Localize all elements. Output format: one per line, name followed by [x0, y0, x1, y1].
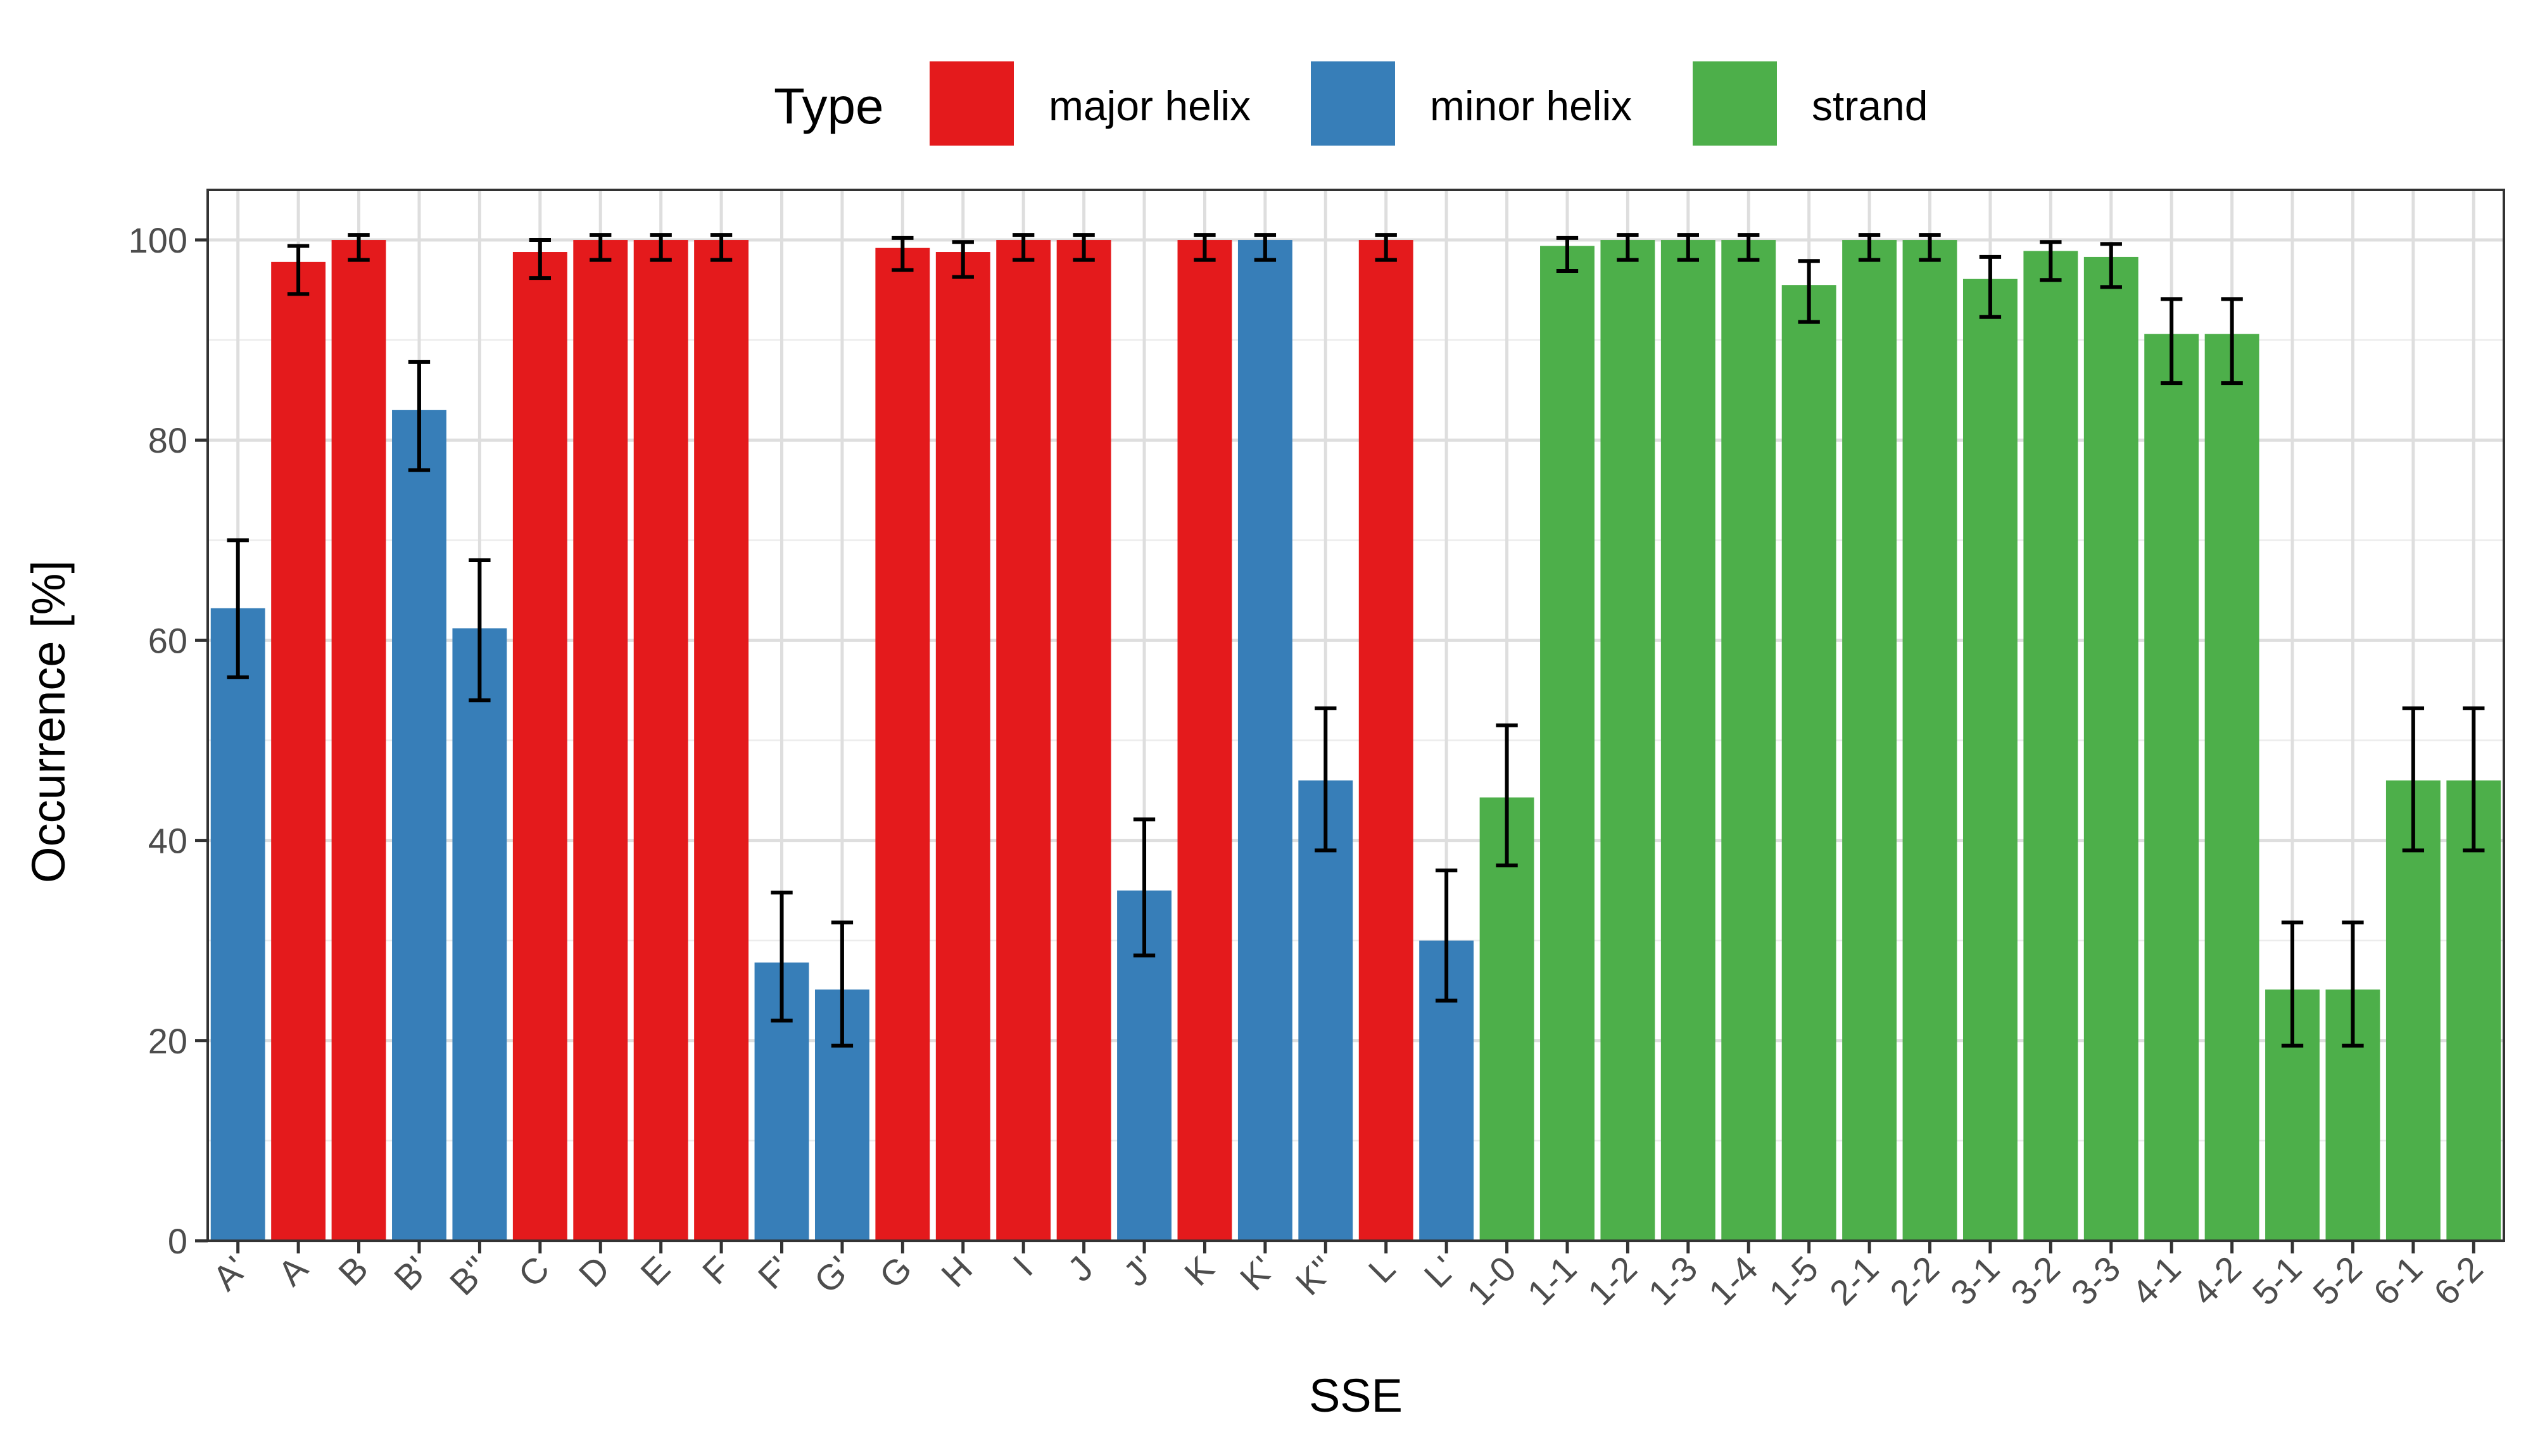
bar-g	[875, 248, 930, 1241]
error-bar-g	[892, 235, 914, 272]
error-bar-b	[348, 233, 370, 262]
legend-swatch	[930, 61, 1014, 146]
bar-3-1	[1962, 279, 2018, 1241]
legend-entry-strand: strand	[1693, 61, 1928, 146]
error-bar-3-1	[1979, 254, 2002, 319]
error-bar-1-0	[1496, 723, 1518, 868]
error-bar-f	[710, 233, 733, 262]
error-bar-i	[1013, 233, 1035, 262]
bar-k-prime	[1237, 240, 1292, 1241]
bar-1-5	[1781, 285, 1836, 1241]
bar-4-1	[2144, 334, 2199, 1241]
bar-l	[1358, 240, 1413, 1241]
bar-k	[1177, 240, 1232, 1241]
bar-3-2	[2023, 251, 2078, 1241]
bar-1-3	[1660, 240, 1715, 1241]
x-axis-title: SSE	[1309, 1369, 1403, 1422]
bar-4-2	[2204, 334, 2259, 1241]
y-axis: 0 20 40 60 80 100	[129, 220, 208, 1261]
error-bar-5-1	[2281, 920, 2304, 1048]
bar-c	[512, 252, 567, 1241]
error-bar-k	[1194, 233, 1216, 262]
legend-label: minor helix	[1430, 82, 1632, 129]
y-tick-label: 40	[148, 821, 187, 861]
error-bar-b-prime-prime	[469, 558, 491, 703]
legend-entries: major helix minor helix strand	[930, 61, 1928, 146]
bar-d	[573, 240, 628, 1241]
error-bar-4-1	[2161, 297, 2183, 386]
bar-b-prime-prime	[452, 628, 507, 1241]
bar-1-1	[1540, 246, 1595, 1241]
bar-1-2	[1600, 240, 1655, 1241]
bar-e	[633, 240, 688, 1241]
error-bar-5-2	[2342, 920, 2364, 1048]
error-bar-k-prime	[1254, 233, 1277, 262]
bar-b	[331, 240, 386, 1241]
error-bar-a-prime	[227, 538, 249, 679]
bar-1-4	[1721, 240, 1776, 1241]
legend-label: major helix	[1049, 82, 1251, 129]
error-bar-c	[529, 238, 551, 280]
panel-border	[206, 189, 2505, 1242]
y-tick-label: 0	[168, 1221, 187, 1261]
error-bar-1-1	[1556, 235, 1579, 273]
bar-a	[271, 261, 326, 1241]
error-bar-l	[1375, 233, 1397, 262]
legend-swatch	[1311, 61, 1395, 146]
error-bar-1-5	[1798, 259, 1820, 324]
legend-label: strand	[1812, 82, 1928, 129]
bar-j	[1056, 240, 1111, 1241]
error-bar-a	[287, 244, 310, 296]
error-bar-3-2	[2040, 240, 2062, 282]
y-tick-label: 100	[129, 220, 187, 260]
legend-swatch	[1693, 61, 1777, 146]
error-bar-1-4	[1738, 233, 1760, 262]
legend-entry-major-helix: major helix	[930, 61, 1251, 146]
bar-1-0	[1479, 797, 1534, 1241]
y-tick-label: 20	[148, 1021, 187, 1061]
legend-title: Type	[774, 78, 883, 134]
error-bar-1-2	[1617, 233, 1639, 262]
error-bar-d	[590, 233, 612, 262]
error-bar-k-prime-prime	[1315, 706, 1337, 853]
legend-entry-minor-helix: minor helix	[1311, 61, 1632, 146]
bar-2-1	[1842, 240, 1897, 1241]
error-bar-g-prime	[831, 920, 854, 1048]
error-bar-6-1	[2402, 706, 2425, 853]
bar-a-prime	[210, 608, 265, 1241]
bar-k-prime-prime	[1298, 780, 1353, 1241]
error-bar-j	[1073, 233, 1095, 262]
error-bar-h	[952, 240, 974, 279]
bar-b-prime	[392, 410, 446, 1241]
bar-2-2	[1902, 240, 1957, 1241]
error-bar-2-1	[1858, 233, 1881, 262]
error-bar-3-3	[2100, 242, 2122, 289]
error-bar-1-3	[1677, 233, 1699, 262]
error-bar-b-prime	[408, 360, 431, 472]
error-bar-6-2	[2463, 706, 2485, 853]
y-axis-title: Occurrence [%]	[22, 560, 75, 883]
bar-6-1	[2385, 780, 2441, 1241]
error-bar-l-prime	[1435, 869, 1458, 1003]
error-bars	[227, 233, 2485, 1048]
error-bar-4-2	[2221, 297, 2243, 386]
error-bar-f-prime	[771, 890, 793, 1023]
bar-h	[935, 252, 990, 1241]
plot-area	[206, 189, 2505, 1243]
y-tick-label: 80	[148, 420, 187, 460]
error-bar-2-2	[1919, 233, 1941, 262]
bar-i	[996, 240, 1051, 1241]
error-bar-e	[650, 233, 672, 262]
y-tick-label: 60	[148, 620, 187, 660]
bar-3-3	[2083, 256, 2138, 1241]
bar-f	[694, 240, 749, 1241]
legend: Type major helix minor helix strand	[774, 61, 1928, 146]
error-bar-j-prime	[1133, 817, 1156, 958]
bar-6-2	[2446, 780, 2501, 1241]
